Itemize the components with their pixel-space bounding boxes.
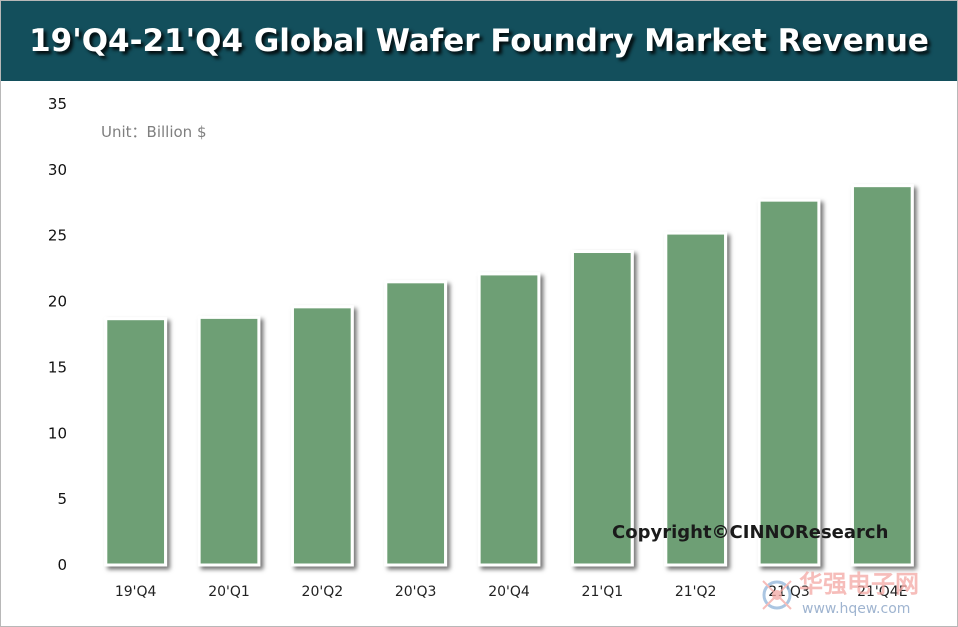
bar bbox=[477, 272, 541, 567]
x-category-label: 20'Q3 bbox=[395, 584, 437, 600]
bar-chart: 0 5 10 15 20 25 30 35 19'Q4 20'Q1 20'Q2 20'Q3 20'Q4… bbox=[48, 95, 919, 617]
bar bbox=[757, 198, 821, 567]
x-category-label: 21'Q4E bbox=[857, 584, 907, 600]
x-category-label: 21'Q2 bbox=[675, 584, 717, 600]
y-tick-label: 30 bbox=[48, 161, 67, 179]
x-category-label: 20'Q1 bbox=[208, 584, 250, 600]
y-tick-label: 35 bbox=[48, 95, 67, 113]
y-tick-label: 15 bbox=[48, 358, 67, 376]
x-category-label: 21'Q1 bbox=[582, 584, 624, 600]
bar bbox=[664, 231, 728, 567]
watermark: 华强电子网 www.hqew.com bbox=[762, 570, 919, 617]
bar bbox=[850, 184, 914, 567]
bar bbox=[197, 315, 261, 567]
bar bbox=[570, 250, 634, 567]
y-tick-label: 20 bbox=[48, 293, 67, 311]
x-category-label: 20'Q4 bbox=[488, 584, 530, 600]
bars-group bbox=[104, 184, 914, 567]
x-category-label: 19'Q4 bbox=[115, 584, 157, 600]
bar bbox=[104, 317, 168, 567]
bar bbox=[384, 280, 448, 567]
unit-label: Unit：Billion $ bbox=[101, 123, 207, 141]
copyright-text: Copyright©CINNOResearch bbox=[612, 522, 888, 543]
y-axis-ticks: 0 5 10 15 20 25 30 35 bbox=[48, 95, 67, 574]
y-tick-label: 25 bbox=[48, 227, 67, 245]
bar bbox=[290, 305, 354, 567]
title-banner: 19'Q4-21'Q4 Global Wafer Foundry Market … bbox=[1, 1, 957, 81]
y-tick-label: 0 bbox=[57, 556, 67, 574]
watermark-logo-icon bbox=[762, 580, 792, 610]
y-tick-label: 5 bbox=[57, 490, 67, 508]
watermark-url: www.hqew.com bbox=[802, 601, 910, 617]
watermark-brand: 华强电子网 bbox=[799, 570, 919, 598]
y-tick-label: 10 bbox=[48, 424, 67, 442]
x-category-label: 20'Q2 bbox=[302, 584, 344, 600]
chart-title: 19'Q4-21'Q4 Global Wafer Foundry Market … bbox=[29, 23, 929, 59]
